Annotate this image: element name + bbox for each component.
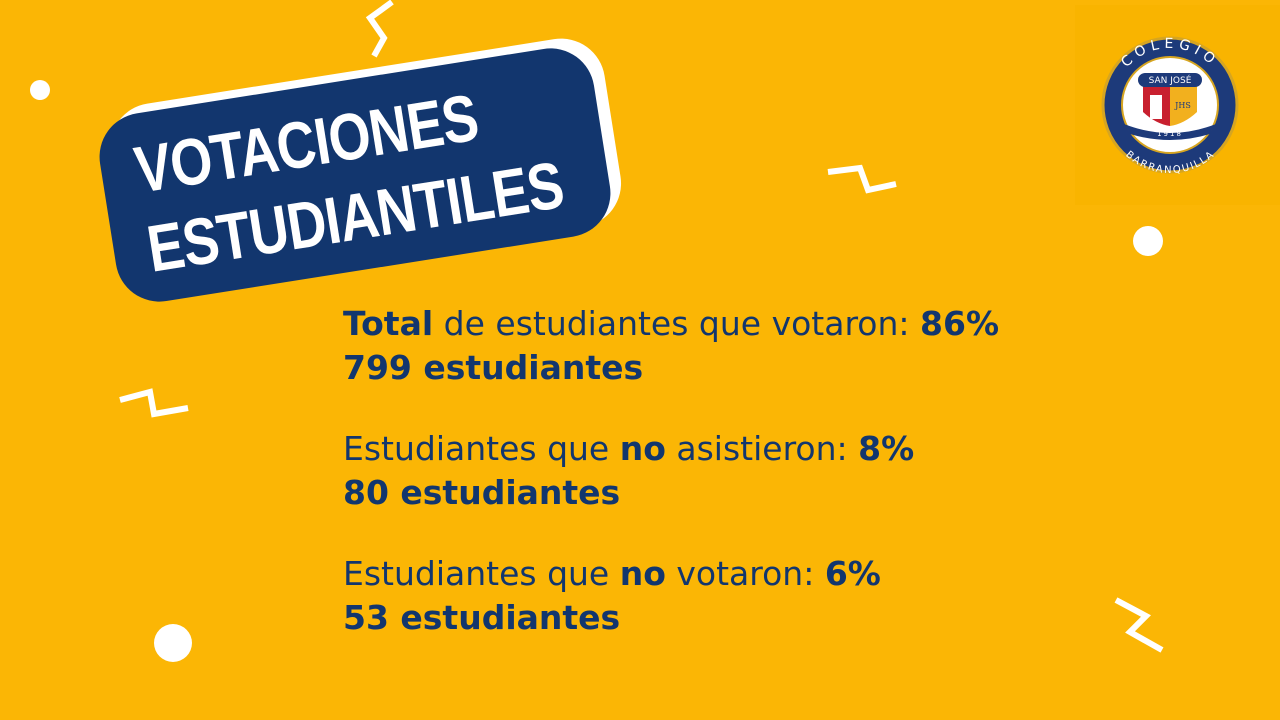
dot: [154, 624, 192, 662]
zigzag: [827, 164, 897, 194]
stat-line: Estudiantes que no asistieron: 8%: [343, 427, 999, 471]
stat-text: Estudiantes que: [343, 429, 620, 468]
zigzag: [119, 388, 189, 418]
stat-emphasis: no: [619, 429, 666, 468]
logo-monogram: JHS: [1174, 101, 1191, 110]
dot: [30, 80, 50, 100]
stat-text: votaron:: [665, 554, 825, 593]
stats: Total de estudiantes que votaron: 86% 799…: [343, 302, 999, 677]
stat-emphasis: 86%: [920, 304, 1000, 343]
stat-line: 53 estudiantes: [343, 596, 999, 640]
zigzag: [365, 0, 394, 58]
logo-name: SAN JOSÉ: [1149, 74, 1192, 86]
stat-text: de estudiantes que votaron:: [433, 304, 921, 343]
logo-banner: [1138, 73, 1202, 87]
stat-line: Estudiantes que no votaron: 6%: [343, 552, 999, 596]
stat-text: asistieron:: [665, 429, 859, 468]
stat-emphasis: 80 estudiantes: [343, 473, 621, 512]
stat-line: 80 estudiantes: [343, 471, 999, 515]
stat: Estudiantes que no asistieron: 8% 80 estu…: [343, 427, 999, 515]
stat-emphasis: Total: [343, 304, 434, 343]
logo-tower: [1150, 95, 1162, 119]
zigzag: [1114, 597, 1164, 653]
stat-text: Estudiantes que: [343, 554, 620, 593]
stat-line: Total de estudiantes que votaron: 86%: [343, 302, 999, 346]
stat-emphasis: 53 estudiantes: [343, 598, 621, 637]
logo: COLEGIO BARRANQUILLA SAN JOSÉ JHS 1918: [1075, 5, 1280, 205]
logo-ribbon: [1124, 124, 1216, 140]
stat: Estudiantes que no votaron: 6% 53 estudia…: [343, 552, 999, 640]
stat: Total de estudiantes que votaron: 86% 799…: [343, 302, 999, 390]
shield-right: [1170, 86, 1197, 126]
stat-emphasis: no: [619, 554, 666, 593]
stat-emphasis: 799 estudiantes: [343, 348, 644, 387]
stat-emphasis: 8%: [858, 429, 915, 468]
stat-line: 799 estudiantes: [343, 346, 999, 390]
dot: [1133, 226, 1163, 256]
stat-emphasis: 6%: [824, 554, 881, 593]
logo-year: 1918: [1157, 130, 1183, 138]
